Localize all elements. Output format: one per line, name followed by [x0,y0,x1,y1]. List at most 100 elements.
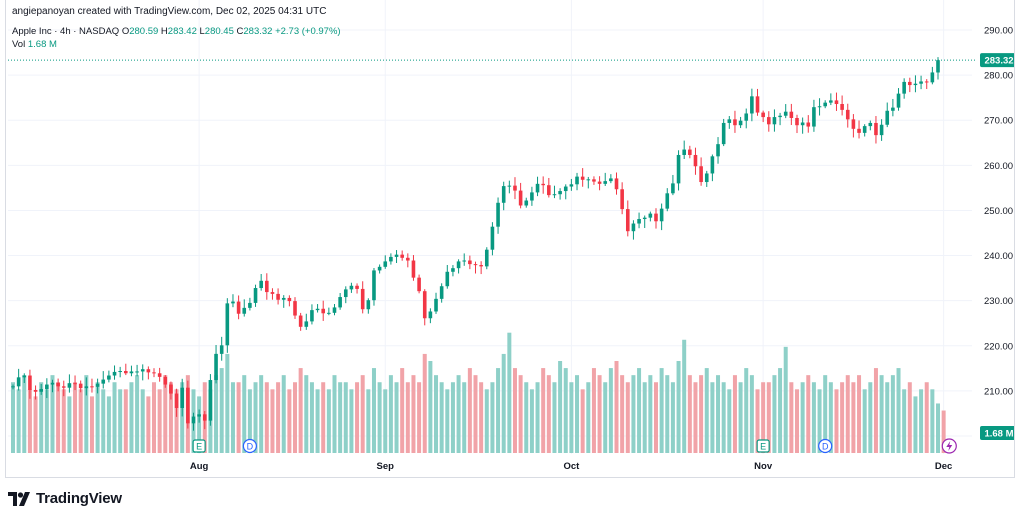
candle-body [654,213,658,222]
volume-bar [834,389,839,453]
volume-bar [157,389,162,453]
time-tick-label: Dec [935,461,952,472]
candle-body [862,126,867,133]
volume-bar [411,375,416,453]
candle-body [135,371,139,373]
candle-body [699,166,703,183]
candle-body [535,183,540,193]
price-tick-label: 270.00 [984,116,1013,127]
volume-bar [247,389,252,453]
candle-body [462,260,467,262]
volume-bar [648,375,653,453]
candle-body [56,382,60,387]
candle-body [727,119,732,123]
volume-bar [716,375,721,453]
close-label: C [236,26,244,37]
volume-badge [980,426,1014,440]
volume-bar [405,382,410,453]
price-tick-label: 280.00 [984,71,1013,82]
candle-body [671,183,675,194]
volume-bar [569,382,574,453]
volume-bar [642,382,647,453]
candle-body [146,369,151,373]
candle-body [755,96,760,113]
candle-body [896,93,901,108]
candle-body [806,122,811,127]
volume-bar [135,375,140,453]
change-value: +2.73 (+0.97%) [275,26,341,37]
candle-body [140,369,145,372]
candle-body [349,285,354,290]
candle-body [552,194,557,196]
volume-bar [16,389,21,453]
volume-bar [146,396,151,453]
candle-body [868,122,873,127]
candle-body [434,298,438,312]
tradingview-logo-icon [8,491,30,506]
volume-bar [467,368,472,453]
candle-body [163,376,168,385]
volume-bar [936,403,940,453]
chart-frame[interactable]: 290.00 280.00 270.00 260.00 250.00 240.00 230.… [5,0,1015,478]
volume-value: 1.68 M [27,39,57,50]
candlestick-chart[interactable]: 290.00 280.00 270.00 260.00 250.00 240.00 230.… [6,0,1015,478]
volume-bar [445,389,450,453]
volume-bar [794,389,799,453]
candle-body [614,178,619,190]
open-value: 280.59 [129,26,159,37]
candle-body [851,119,856,129]
volume-bar [620,375,625,453]
branding[interactable]: TradingView [8,490,122,507]
candle-body [800,122,805,126]
candle-body [197,414,201,417]
volume-bar [236,382,241,453]
low-label: L [199,26,205,37]
candle-body [231,301,235,304]
candle-body [789,111,794,118]
volume-bar [315,389,320,453]
candle-body [484,249,489,267]
candle-body [857,128,861,133]
candle-body [327,312,331,314]
candle-body [287,297,292,302]
candle-body [118,371,122,373]
volume-bar [828,382,833,453]
volume-bar [704,368,709,453]
volume-bar [496,368,501,453]
price-tick-label: 220.00 [984,341,1013,352]
volume-bar [163,375,168,453]
candle-body [795,117,799,126]
candle-body [101,379,106,384]
price-tick-label: 260.00 [984,161,1013,172]
volume-bar [95,382,100,453]
candle-body [625,209,630,232]
candle-body [321,308,326,314]
close-value: 283.32 [243,26,273,37]
candle-body [936,60,940,73]
volume-bar [857,375,862,453]
candle-body [180,387,185,408]
symbol-name[interactable]: Apple Inc · 4h · NASDAQ [12,26,120,37]
volume-bar [293,382,298,453]
volume-bar [541,368,546,453]
volume-bar [631,375,636,453]
candle-body [580,176,585,180]
candle-body [445,271,450,287]
volume-bar [890,375,895,453]
high-label: H [160,26,168,37]
volume-bar [321,382,326,453]
volume-bar [608,368,613,453]
candle-body [124,371,128,374]
volume-bar [653,382,658,453]
candle-body [902,81,906,94]
time-tick-label: Oct [563,461,580,472]
volume-bar [371,368,376,453]
candle-body [11,386,15,388]
volume-bar [490,382,495,453]
volume-bar [197,396,202,453]
volume-bar [270,389,275,453]
low-value: 280.45 [204,26,234,37]
volume-bar [456,375,461,453]
volume-bar [417,382,422,453]
candle-body [575,176,579,185]
